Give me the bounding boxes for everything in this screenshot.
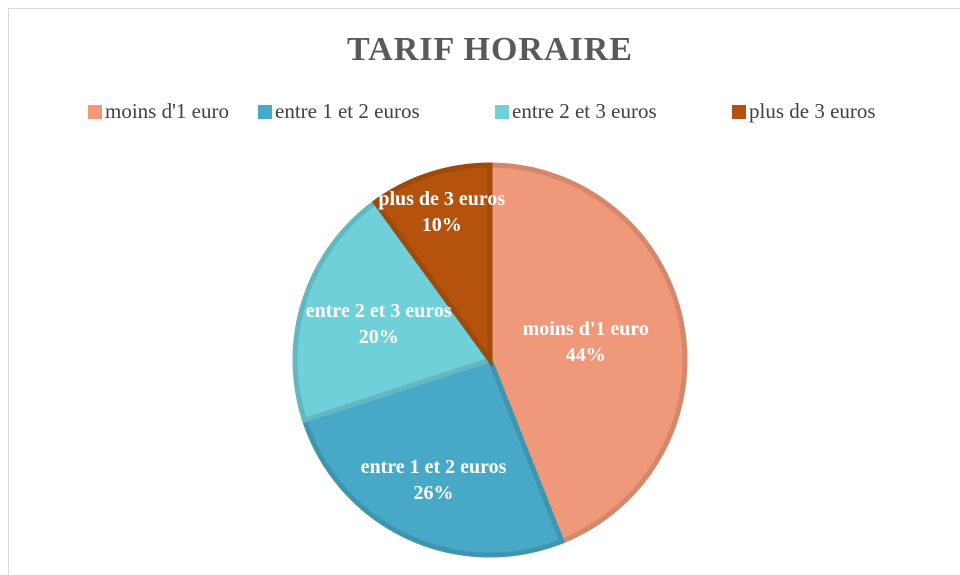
- legend-label: plus de 3 euros: [749, 99, 876, 123]
- legend-label: moins d'1 euro: [105, 99, 229, 123]
- legend-swatch: [732, 105, 746, 119]
- data-label: moins d'1 euro 44%: [511, 316, 661, 368]
- chart-title: TARIF HORAIRE: [347, 31, 633, 68]
- data-label-value: 44%: [565, 343, 606, 366]
- data-label-value: 20%: [358, 325, 399, 348]
- data-label: entre 2 et 3 euros 20%: [304, 298, 454, 350]
- legend-swatch: [88, 105, 102, 119]
- legend-swatch: [258, 105, 272, 119]
- pie-slice: [301, 356, 566, 558]
- data-label: entre 1 et 2 euros 26%: [359, 454, 509, 506]
- legend-swatch: [495, 105, 509, 119]
- data-label-value: 26%: [413, 481, 454, 504]
- pie-slice: [487, 162, 688, 545]
- data-label-category: plus de 3 euros: [378, 187, 506, 210]
- chart-border: [8, 8, 960, 575]
- pie-slice: [371, 162, 493, 368]
- data-label-category: entre 2 et 3 euros: [305, 299, 452, 322]
- data-label-category: entre 1 et 2 euros: [360, 455, 507, 478]
- data-label-category: moins d'1 euro: [522, 317, 649, 340]
- pie-slice: [292, 198, 495, 424]
- data-label: plus de 3 euros 10%: [342, 186, 542, 238]
- legend-label: entre 2 et 3 euros: [512, 99, 657, 123]
- data-label-value: 10%: [421, 213, 462, 236]
- legend-label: entre 1 et 2 euros: [275, 99, 420, 123]
